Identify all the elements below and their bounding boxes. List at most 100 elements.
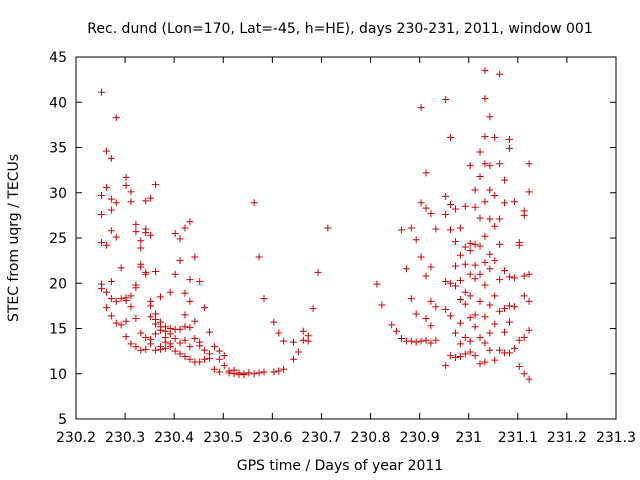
data-point <box>152 330 160 338</box>
x-tick-label: 231.3 <box>596 430 636 446</box>
data-point <box>122 182 130 190</box>
data-point <box>166 330 174 338</box>
x-tick-label: 230.5 <box>203 430 243 446</box>
data-point <box>481 198 489 206</box>
y-tick-label: 5 <box>58 412 67 428</box>
data-point <box>122 317 130 325</box>
data-point <box>481 313 489 321</box>
data-point <box>171 334 179 342</box>
data-point <box>156 326 164 334</box>
data-point <box>152 320 160 328</box>
data-point <box>442 362 450 370</box>
data-point <box>417 253 425 261</box>
data-point <box>289 338 297 346</box>
data-point <box>107 312 115 320</box>
data-point <box>496 240 504 248</box>
y-tick-label: 45 <box>49 50 67 66</box>
data-point <box>122 173 130 181</box>
data-point <box>491 134 499 142</box>
data-point <box>161 327 169 335</box>
data-point <box>447 352 455 360</box>
data-point <box>98 239 106 247</box>
data-point <box>373 280 381 288</box>
data-point <box>510 303 518 311</box>
data-point <box>201 355 209 363</box>
data-point <box>442 192 450 200</box>
data-point <box>250 370 258 378</box>
data-point <box>456 251 464 259</box>
data-point <box>447 312 455 320</box>
data-point <box>314 268 322 276</box>
data-point <box>186 343 194 351</box>
data-point <box>112 233 120 241</box>
data-point <box>422 315 430 323</box>
data-point <box>422 272 430 280</box>
axis-ticks: 230.2 230.3 230.4 230.5 230.6 230.7 230.8 230.9… <box>49 50 636 446</box>
data-point <box>137 244 145 252</box>
data-point <box>102 147 110 155</box>
data-point <box>481 258 489 266</box>
data-point <box>510 274 518 282</box>
data-point <box>525 270 533 278</box>
data-point <box>510 198 518 206</box>
data-point <box>127 188 135 196</box>
data-point <box>245 369 253 377</box>
data-point <box>181 289 189 297</box>
chart-title: Rec. dund (Lon=170, Lat=-45, h=HE), days… <box>87 21 593 37</box>
data-point <box>466 247 474 255</box>
data-point <box>412 236 420 244</box>
data-point <box>442 277 450 285</box>
data-point <box>388 321 396 329</box>
y-tick-label: 30 <box>49 186 67 202</box>
data-points <box>98 67 533 383</box>
data-point <box>98 191 106 199</box>
data-point <box>456 353 464 361</box>
data-point <box>481 95 489 103</box>
data-point <box>456 296 464 304</box>
data-point <box>127 303 135 311</box>
data-point <box>122 333 130 341</box>
data-point <box>309 305 317 313</box>
data-point <box>491 191 499 199</box>
data-point <box>432 225 440 233</box>
data-point <box>466 337 474 345</box>
data-point <box>127 340 135 348</box>
data-point <box>486 346 494 354</box>
data-point <box>147 340 155 348</box>
data-point <box>515 241 523 249</box>
data-point <box>486 265 494 273</box>
data-point <box>275 367 283 375</box>
x-tick-label: 231.2 <box>547 430 587 446</box>
data-point <box>476 360 484 368</box>
data-point <box>486 215 494 223</box>
data-point <box>505 318 513 326</box>
data-point <box>491 222 499 230</box>
data-point <box>427 322 435 330</box>
data-point <box>397 334 405 342</box>
data-point <box>456 224 464 232</box>
x-axis-label: GPS time / Days of year 2011 <box>237 458 444 474</box>
data-point <box>102 183 110 191</box>
data-point <box>186 276 194 284</box>
data-point <box>112 199 120 207</box>
data-point <box>215 368 223 376</box>
data-point <box>107 206 115 214</box>
data-point <box>210 365 218 373</box>
data-point <box>476 172 484 180</box>
plot-frame <box>75 56 617 420</box>
data-point <box>510 344 518 352</box>
data-point <box>427 297 435 305</box>
data-point <box>171 270 179 278</box>
data-point <box>132 343 140 351</box>
data-point <box>142 334 150 342</box>
data-point <box>181 336 189 344</box>
data-point <box>456 340 464 348</box>
data-point <box>176 257 184 265</box>
data-point <box>505 144 513 152</box>
data-point <box>447 201 455 209</box>
y-tick-label: 25 <box>49 231 67 247</box>
data-point <box>98 88 106 96</box>
data-point <box>147 313 155 321</box>
data-point <box>525 375 533 383</box>
data-point <box>451 238 459 246</box>
